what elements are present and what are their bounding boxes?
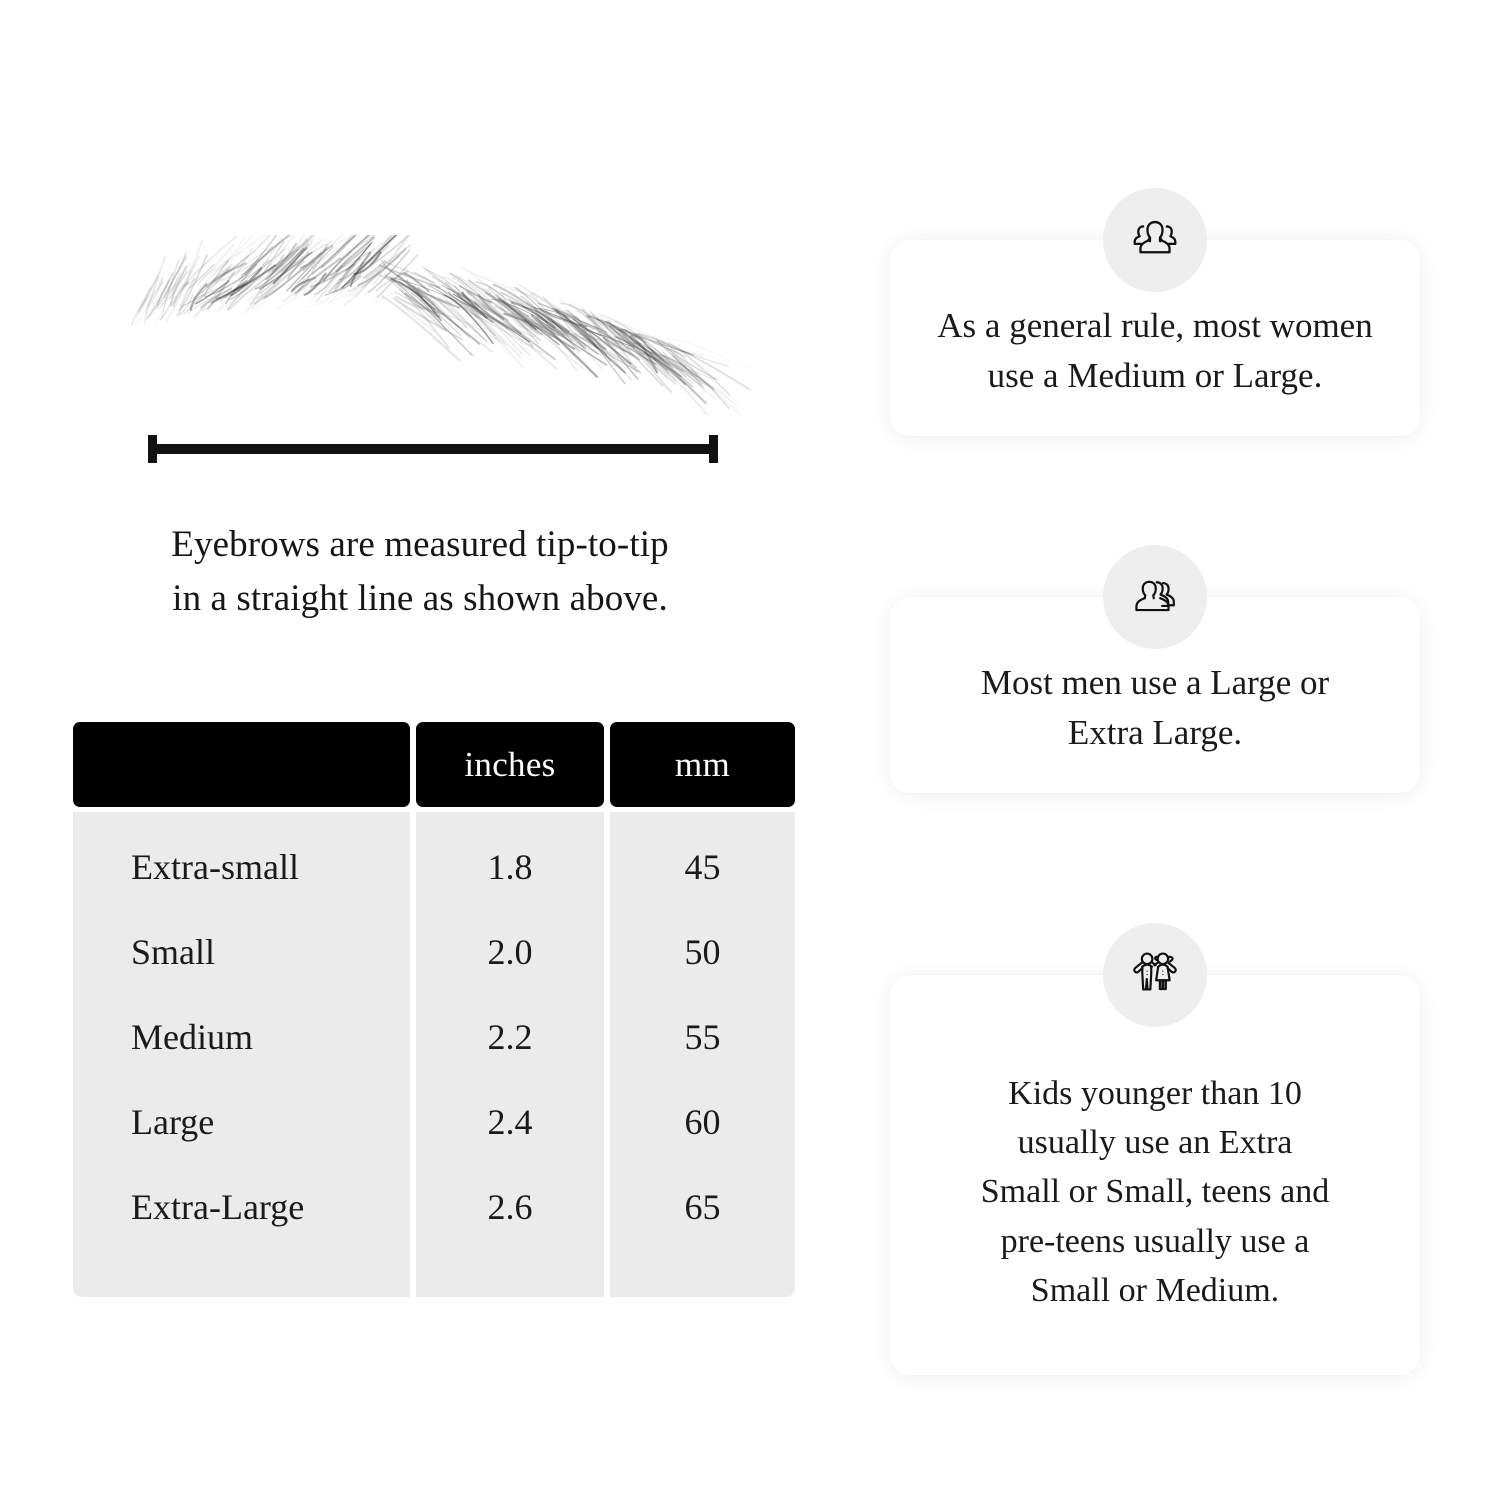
table-column-mm: 45 50 55 60 65 (610, 812, 795, 1297)
table-row: Extra-small (131, 846, 299, 887)
table-row: Small (131, 931, 216, 972)
table-header-row: inches mm (73, 722, 795, 807)
table-cell-mm: 60 (684, 1101, 721, 1142)
table-header-inches: inches (416, 722, 604, 807)
table-header-size (73, 722, 410, 807)
info-card-text: Most men use a Large or Extra Large. (980, 663, 1330, 752)
table-cell-mm: 50 (684, 931, 721, 972)
info-card-text: Kids younger than 10 usually use an Extr… (980, 1074, 1330, 1309)
info-cards-panel: As a general rule, most women use a Medi… (840, 0, 1500, 1500)
table-column-inches: 1.8 2.0 2.2 2.4 2.6 (416, 812, 604, 1297)
table-cell-inches: 2.6 (487, 1186, 533, 1227)
measurement-caption: Eyebrows are measured tip-to-tip in a st… (171, 524, 669, 620)
women-group-icon (1103, 188, 1207, 292)
measurement-bar-icon (148, 432, 718, 466)
table-column-size: Extra-small Small Medium Large Extra-Lar… (73, 812, 410, 1297)
eyebrow-hair-illustration (110, 235, 750, 415)
table-cell-inches: 2.2 (487, 1016, 533, 1057)
table-header-mm: mm (610, 722, 795, 807)
table-cell-mm: 55 (684, 1016, 721, 1057)
table-cell-mm: 65 (684, 1186, 721, 1227)
info-card-body: Most men use a Large or Extra Large. (890, 597, 1420, 793)
info-card-body: Kids younger than 10 usually use an Extr… (890, 975, 1420, 1375)
table-row: Extra-Large (131, 1186, 305, 1227)
table-cell-inches: 2.4 (487, 1101, 533, 1142)
table-cell-inches: 2.0 (487, 931, 533, 972)
table-row: Large (131, 1101, 215, 1142)
table-row: Medium (131, 1016, 253, 1057)
left-panel: Eyebrows are measured tip-to-tip in a st… (73, 235, 795, 1297)
size-chart-table: inches mm Extra-small Small Medium Large… (73, 722, 795, 1297)
table-cell-mm: 45 (684, 846, 721, 887)
kids-icon (1103, 923, 1207, 1027)
info-card-text: As a general rule, most women use a Medi… (937, 306, 1373, 395)
table-body: Extra-small Small Medium Large Extra-Lar… (73, 812, 795, 1297)
table-cell-inches: 1.8 (487, 846, 533, 887)
men-group-icon (1103, 545, 1207, 649)
